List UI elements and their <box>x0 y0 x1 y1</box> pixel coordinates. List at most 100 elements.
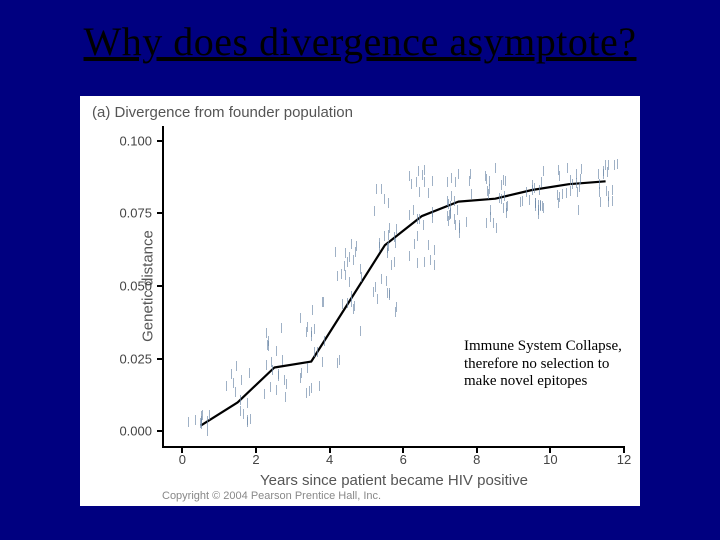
scatter-tick <box>532 180 533 190</box>
scatter-tick <box>388 241 389 251</box>
x-tick-label: 2 <box>246 452 266 467</box>
scatter-tick <box>417 231 418 241</box>
scatter-tick <box>454 196 455 206</box>
scatter-tick <box>354 301 355 311</box>
scatter-tick <box>207 426 208 436</box>
scatter-tick <box>414 239 415 249</box>
scatter-tick <box>447 196 448 206</box>
scatter-tick <box>570 186 571 196</box>
scatter-tick <box>489 184 490 194</box>
scatter-tick <box>281 323 282 333</box>
scatter-tick <box>240 395 241 405</box>
scatter-tick <box>285 392 286 402</box>
scatter-tick <box>276 385 277 395</box>
y-tick-label: 0.000 <box>102 424 152 439</box>
scatter-tick <box>322 357 323 367</box>
scatter-tick <box>522 196 523 206</box>
scatter-tick <box>409 210 410 220</box>
x-tick-label: 10 <box>540 452 560 467</box>
figure-panel: (a) Divergence from founder population G… <box>80 96 640 506</box>
scatter-tick <box>235 387 236 397</box>
scatter-tick <box>542 201 543 211</box>
scatter-tick <box>501 180 502 190</box>
scatter-tick <box>353 255 354 265</box>
scatter-tick <box>598 169 599 179</box>
scatter-tick <box>375 282 376 292</box>
scatter-tick <box>520 197 521 207</box>
scatter-tick <box>241 375 242 385</box>
scatter-tick <box>559 171 560 181</box>
scatter-tick <box>447 177 448 187</box>
scatter-tick <box>529 195 530 205</box>
y-tick <box>157 358 164 360</box>
scatter-tick <box>409 171 410 181</box>
scatter-tick <box>307 363 308 373</box>
scatter-tick <box>374 206 375 216</box>
scatter-tick <box>384 231 385 241</box>
slide-root: Why does divergence asymptote? (a) Diver… <box>0 0 720 540</box>
scatter-tick <box>578 205 579 215</box>
scatter-tick <box>351 291 352 301</box>
scatter-tick <box>572 179 573 189</box>
scatter-tick <box>608 191 609 201</box>
scatter-tick <box>323 297 324 307</box>
scatter-tick <box>247 398 248 408</box>
scatter-tick <box>306 388 307 398</box>
scatter-tick <box>577 187 578 197</box>
x-tick-label: 0 <box>172 452 192 467</box>
scatter-tick <box>449 210 450 220</box>
scatter-tick <box>240 406 241 416</box>
scatter-tick <box>451 191 452 201</box>
scatter-tick <box>342 299 343 309</box>
scatter-tick <box>324 336 325 346</box>
scatter-tick <box>538 200 539 210</box>
scatter-tick <box>307 322 308 332</box>
annotation-text: Immune System Collapse, therefore no sel… <box>464 338 634 391</box>
scatter-tick <box>388 198 389 208</box>
scatter-tick <box>600 197 601 207</box>
scatter-tick <box>504 191 505 201</box>
scatter-tick <box>580 174 581 184</box>
scatter-tick <box>360 326 361 336</box>
scatter-tick <box>314 324 315 334</box>
scatter-tick <box>373 287 374 297</box>
scatter-tick <box>409 251 410 261</box>
scatter-tick <box>606 186 607 196</box>
scatter-tick <box>276 346 277 356</box>
scatter-tick <box>361 272 362 282</box>
scatter-tick <box>341 269 342 279</box>
scatter-tick <box>209 410 210 420</box>
scatter-tick <box>503 175 504 185</box>
scatter-tick <box>319 381 320 391</box>
scatter-tick <box>499 193 500 203</box>
scatter-tick <box>355 247 356 257</box>
scatter-tick <box>188 417 189 427</box>
scatter-tick <box>306 327 307 337</box>
scatter-tick <box>455 177 456 187</box>
scatter-tick <box>543 203 544 213</box>
scatter-tick <box>423 220 424 230</box>
scatter-tick <box>311 327 312 337</box>
scatter-tick <box>417 258 418 268</box>
scatter-tick <box>249 368 250 378</box>
scatter-tick <box>501 194 502 204</box>
panel-label: (a) Divergence from founder population <box>92 104 353 121</box>
scatter-tick <box>384 194 385 204</box>
y-tick-label: 0.050 <box>102 279 152 294</box>
scatter-tick <box>312 305 313 315</box>
scatter-tick <box>284 375 285 385</box>
scatter-tick <box>450 201 451 211</box>
scatter-tick <box>486 218 487 228</box>
scatter-tick <box>471 189 472 199</box>
scatter-tick <box>335 247 336 257</box>
scatter-tick <box>356 241 357 251</box>
scatter-tick <box>418 166 419 176</box>
y-tick-label: 0.075 <box>102 206 152 221</box>
x-tick-label: 12 <box>614 452 634 467</box>
scatter-tick <box>612 196 613 206</box>
scatter-tick <box>603 169 604 179</box>
scatter-tick <box>422 170 423 180</box>
scatter-tick <box>264 389 265 399</box>
scatter-tick <box>490 205 491 215</box>
scatter-tick <box>337 358 338 368</box>
